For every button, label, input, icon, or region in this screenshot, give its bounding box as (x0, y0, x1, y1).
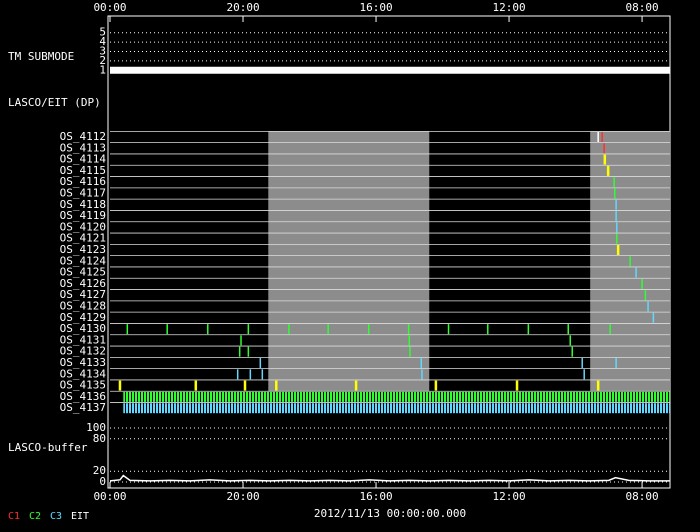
date-label: 2012/11/13 00:00:00.000 (314, 507, 466, 520)
row-label: OS_4136 (60, 390, 106, 403)
row-label: OS_4131 (60, 333, 106, 346)
row-label: OS_4124 (60, 254, 107, 267)
row-label: OS_4134 (60, 367, 107, 380)
dp-label: LASCO/EIT (DP) (8, 96, 101, 109)
row-label: OS_4112 (60, 130, 106, 143)
row-label: OS_4132 (60, 345, 106, 358)
row-label: OS_4133 (60, 356, 106, 369)
x-tick-label-bottom: 00:00 (93, 490, 126, 503)
x-tick-label-top: 16:00 (359, 1, 392, 14)
row-label: OS_4130 (60, 322, 106, 335)
x-tick-label-top: 20:00 (226, 1, 259, 14)
row-label: OS_4137 (60, 401, 106, 414)
row-label: OS_4127 (60, 288, 106, 301)
row-label: OS_4129 (60, 311, 106, 324)
x-tick-label-top: 08:00 (626, 1, 659, 14)
x-tick-label-top: 00:00 (93, 1, 126, 14)
row-label: OS_4115 (60, 164, 106, 177)
y-tick-label: 1 (99, 63, 106, 76)
legend-entry: C1 (8, 511, 20, 522)
y-tick-label: 5 (99, 26, 106, 39)
row-label: OS_4114 (60, 153, 107, 166)
row-label: OS_4123 (60, 243, 106, 256)
legend-entry: C3 (50, 511, 62, 522)
row-label: OS_4119 (60, 209, 106, 222)
x-tick-label-bottom: 20:00 (226, 490, 259, 503)
event-span (123, 391, 671, 402)
row-label: OS_4116 (60, 175, 106, 188)
row-label: OS_4125 (60, 266, 106, 279)
y-tick-label: 80 (93, 432, 106, 445)
row-label: OS_4120 (60, 220, 106, 233)
x-tick-label-bottom: 12:00 (492, 490, 525, 503)
row-label: OS_4128 (60, 300, 106, 313)
x-tick-label-bottom: 16:00 (359, 490, 392, 503)
legend-entry: EIT (71, 511, 89, 522)
y-tick-label: 20 (93, 464, 106, 477)
row-label: OS_4113 (60, 141, 106, 154)
row-label: OS_4118 (60, 198, 106, 211)
y-tick-label: 100 (86, 421, 106, 434)
row-label: OS_4121 (60, 232, 106, 245)
row-label: OS_4126 (60, 277, 106, 290)
x-tick-label-bottom: 08:00 (626, 490, 659, 503)
y-tick-label: 4 (99, 35, 106, 48)
row-label: OS_4117 (60, 187, 106, 200)
y-tick-label: 2 (99, 54, 106, 67)
submode-label: TM SUBMODE (8, 50, 74, 63)
shaded-region (268, 131, 430, 392)
x-tick-label-top: 12:00 (492, 1, 525, 14)
y-tick-label: 3 (99, 45, 106, 58)
buffer-line (109, 474, 670, 482)
buffer-label: LASCO-buffer (8, 441, 88, 454)
event-span (123, 403, 671, 414)
legend-entry: C2 (29, 511, 41, 522)
row-label: OS_4135 (60, 379, 106, 392)
y-tick-label: 0 (99, 475, 106, 488)
